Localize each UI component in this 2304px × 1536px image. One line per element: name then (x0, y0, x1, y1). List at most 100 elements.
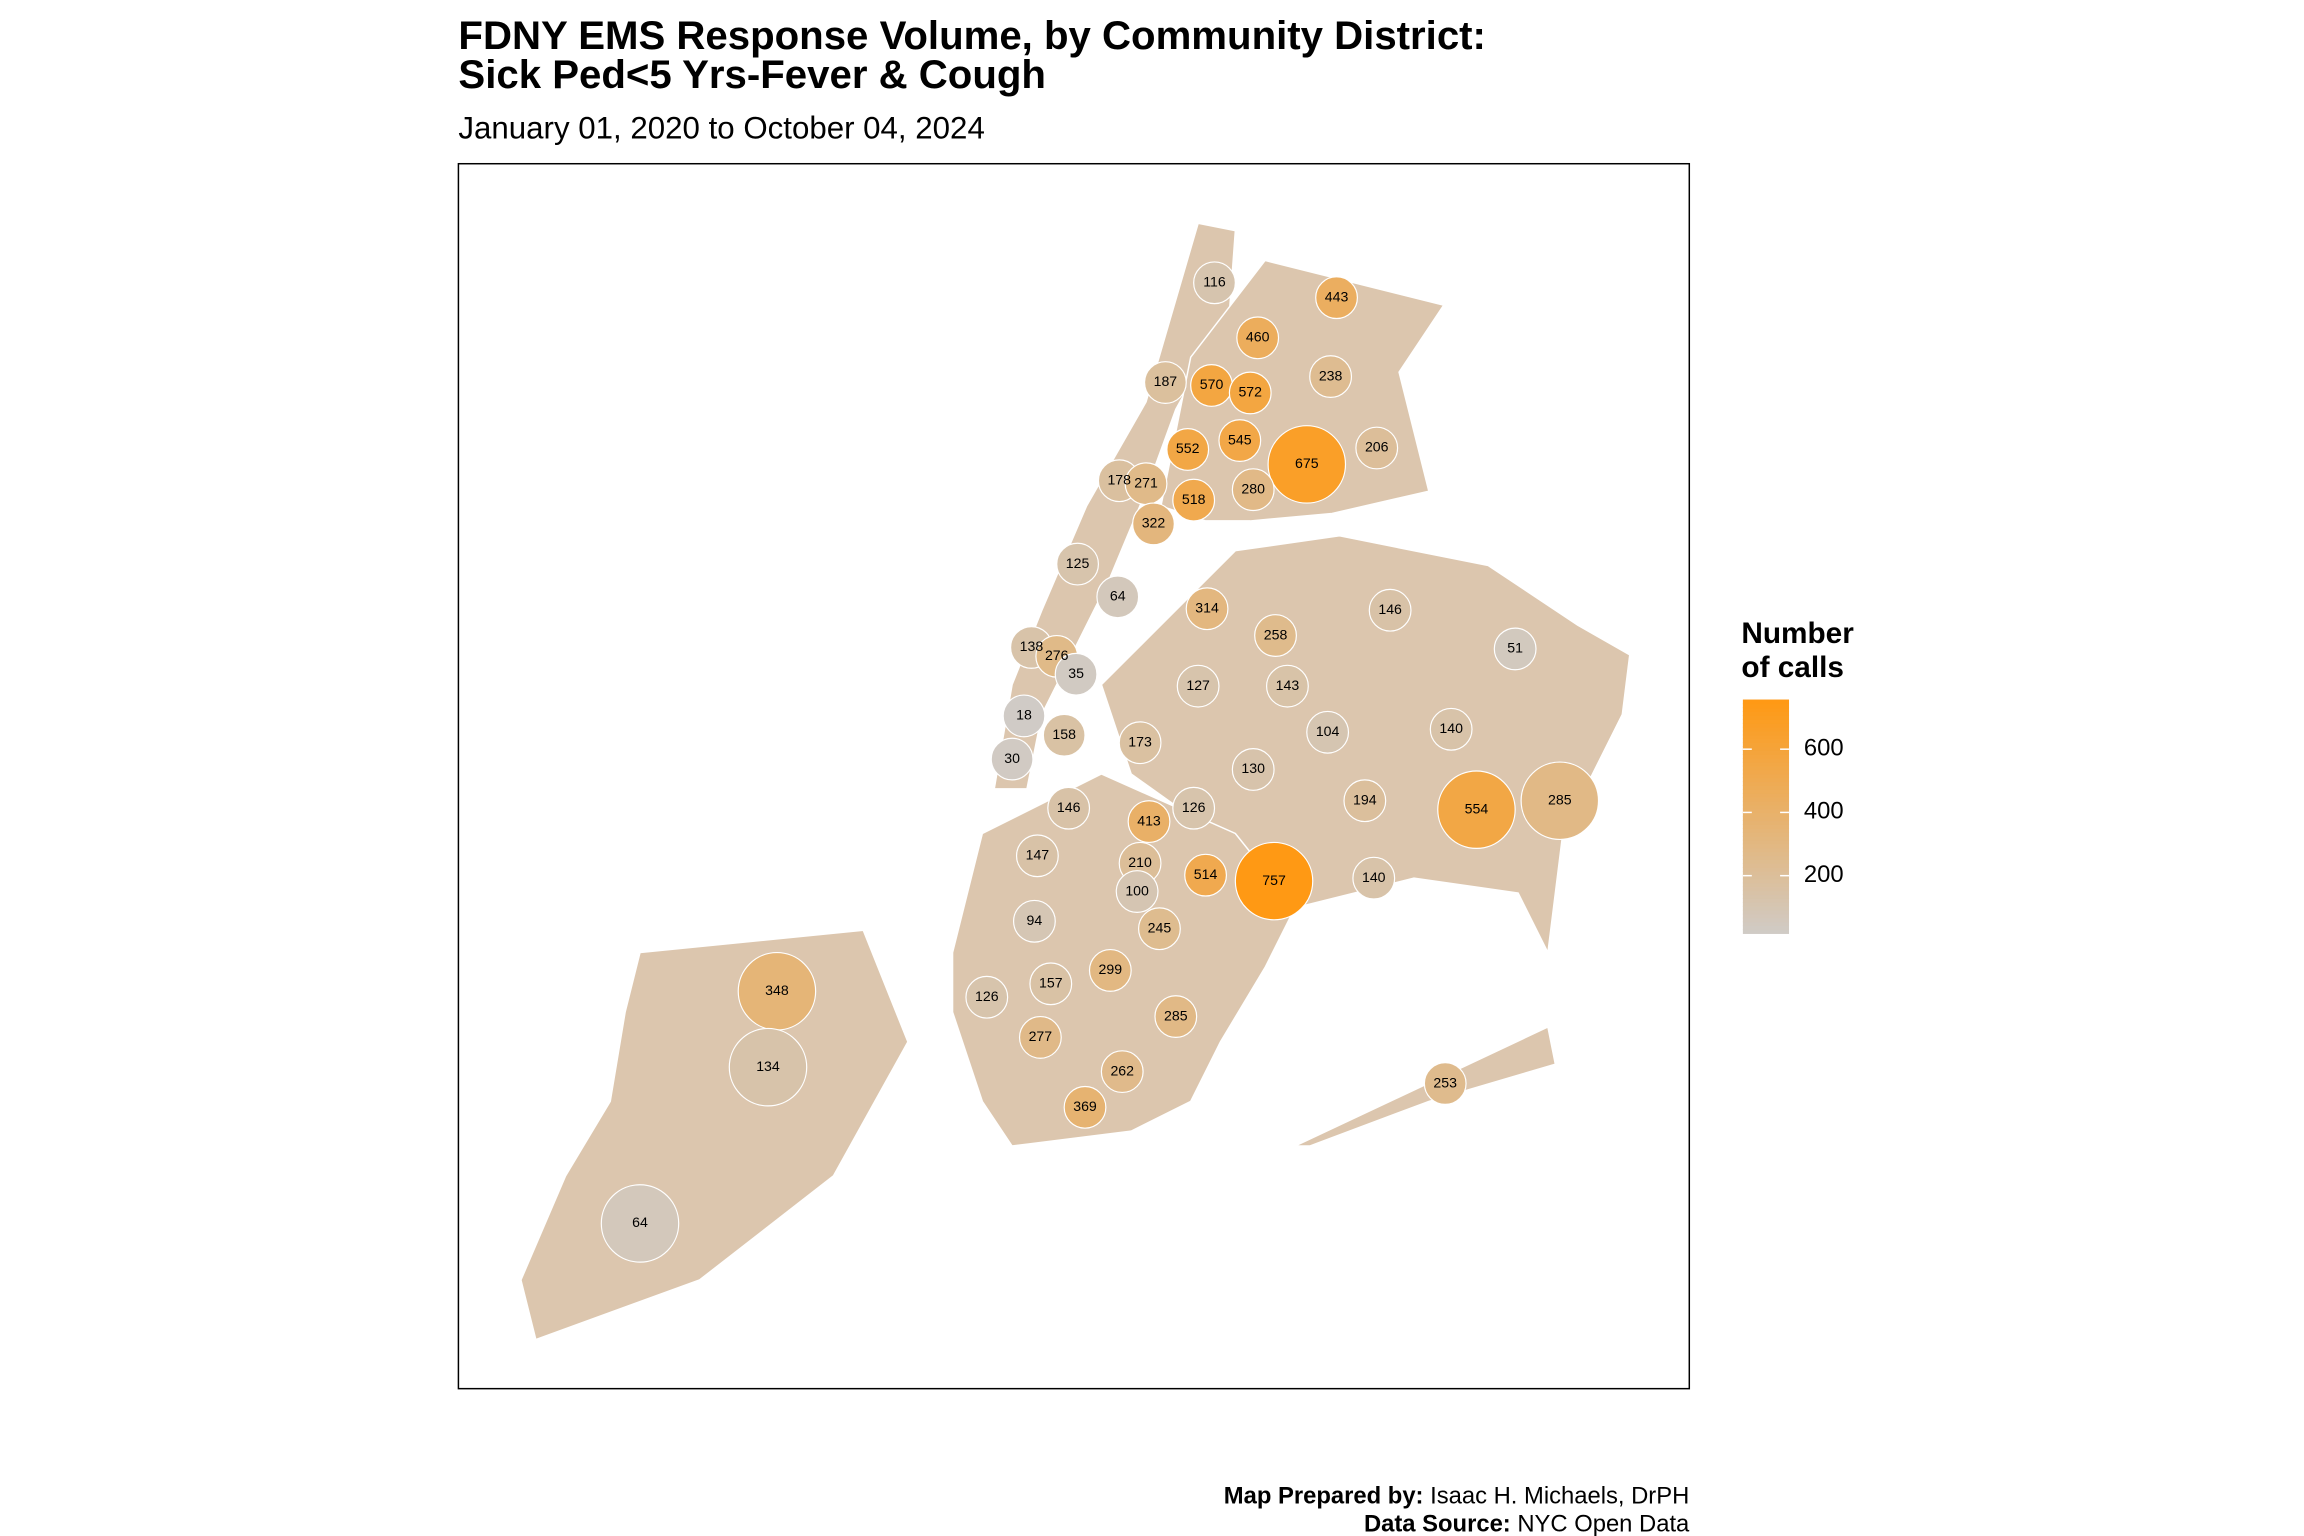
legend-swatch (1742, 793, 1790, 798)
legend-swatch (1742, 742, 1790, 748)
district-label: 116 (1203, 274, 1226, 290)
district (1172, 786, 1216, 830)
legend-swatch (1742, 789, 1790, 794)
district-label: 134 (756, 1058, 780, 1074)
legend-swatch (1742, 738, 1790, 744)
district (1218, 419, 1262, 462)
district-label: 64 (1110, 588, 1126, 604)
district (1423, 1062, 1467, 1105)
legend-swatch (1742, 816, 1790, 822)
legend-swatch (1742, 757, 1790, 763)
district (1029, 962, 1073, 1006)
legend-swatch (1742, 839, 1790, 845)
legend-swatch (1742, 878, 1790, 884)
district (1096, 575, 1140, 619)
district (1184, 853, 1228, 897)
title-line: FDNY EMS Response Volume, by Community D… (458, 13, 1486, 58)
district (1267, 425, 1347, 504)
district-label: 140 (1439, 720, 1463, 736)
district-label: 314 (1195, 599, 1219, 615)
district (1132, 502, 1175, 546)
district-label: 143 (1276, 677, 1300, 693)
legend-swatch (1742, 777, 1790, 783)
legend-swatch (1742, 870, 1790, 876)
legend-swatch (1742, 703, 1790, 709)
legend-swatch (1742, 851, 1790, 857)
legend-swatch (1742, 886, 1790, 892)
district (1063, 1085, 1107, 1129)
district (1154, 995, 1198, 1038)
district-label: 369 (1073, 1098, 1097, 1114)
district-label: 545 (1228, 431, 1252, 447)
district-label: 173 (1128, 733, 1152, 749)
district (1315, 276, 1358, 320)
district-label: 146 (1057, 799, 1081, 815)
legend-swatch (1742, 867, 1790, 872)
footer-key: Data Source: (1364, 1511, 1511, 1536)
district-label: 140 (1362, 869, 1386, 885)
district (1012, 899, 1056, 943)
legend-swatch (1742, 855, 1790, 860)
legend-swatch (1742, 765, 1790, 771)
legend-swatch (1742, 707, 1790, 712)
district (1309, 355, 1353, 398)
legend-swatch (1742, 781, 1790, 786)
district (1429, 707, 1473, 751)
district-label: 210 (1128, 854, 1152, 870)
staten-island (520, 929, 909, 1341)
legend-swatch (1742, 785, 1790, 790)
district-label: 238 (1319, 367, 1343, 383)
footer-key: Map Prepared by: (1224, 1482, 1424, 1509)
legend-swatch (1742, 874, 1790, 880)
legend-swatch (1742, 761, 1790, 767)
district (965, 975, 1009, 1019)
legend-swatch (1742, 773, 1790, 779)
legend-title: Number (1741, 617, 1854, 650)
district (1172, 478, 1216, 522)
legend-swatch (1742, 750, 1790, 755)
district (1254, 614, 1297, 657)
district (1228, 371, 1272, 415)
district (1368, 588, 1412, 632)
district-label: 100 (1125, 882, 1149, 898)
district-label: 51 (1507, 640, 1523, 656)
legend-tick-label: 200 (1804, 861, 1844, 888)
legend-swatch (1742, 859, 1790, 864)
district-label: 443 (1325, 288, 1349, 304)
district (990, 737, 1034, 781)
district (1127, 800, 1171, 844)
district (1520, 761, 1600, 841)
district (1056, 542, 1100, 586)
district (1047, 786, 1091, 830)
district-label: 104 (1316, 723, 1340, 739)
district-label: 245 (1148, 919, 1172, 935)
district (1193, 261, 1236, 305)
footer-line: Map Prepared by: Isaac H. Michaels, DrPH (1224, 1482, 1690, 1509)
district-label: 253 (1433, 1074, 1457, 1090)
district-label: 572 (1238, 384, 1262, 400)
legend-tick-label: 400 (1804, 798, 1844, 825)
district (1143, 361, 1187, 404)
district (1138, 907, 1181, 951)
district (1236, 316, 1280, 360)
legend-swatch (1742, 890, 1790, 896)
district (1234, 841, 1314, 921)
district (1493, 627, 1537, 671)
district-label: 146 (1378, 601, 1402, 617)
district (1115, 870, 1159, 913)
district-label: 554 (1465, 800, 1489, 816)
district (1018, 1015, 1062, 1059)
district (600, 1184, 680, 1263)
legend-swatch (1742, 905, 1790, 911)
district-label: 460 (1246, 329, 1270, 345)
district-label: 30 (1004, 750, 1020, 766)
district-label: 126 (1182, 799, 1206, 815)
footer-value: Isaac H. Michaels, DrPH (1423, 1482, 1689, 1509)
legend-swatch (1742, 812, 1790, 818)
legend-swatch (1742, 902, 1790, 907)
legend-swatch (1742, 769, 1790, 775)
district (1343, 779, 1387, 823)
legend-swatch (1742, 863, 1790, 868)
